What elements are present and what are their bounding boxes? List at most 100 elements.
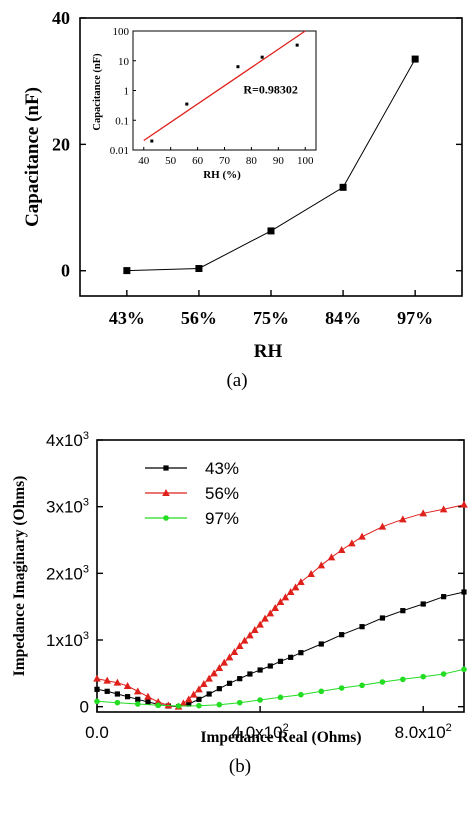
panel-b-x-tick-label: 8.0x102 [395, 722, 452, 742]
panel-b-data-point [460, 500, 468, 508]
panel-b-data-point [104, 688, 110, 694]
panel-b-data-point [440, 671, 447, 677]
panel-b-x-axis: 0.0 4.0x102 8.0x102 [85, 706, 452, 742]
panel-a: 0 20 40 43% 56% 75% 84% 97% Capacitance (nF) R… [22, 8, 463, 391]
panel-b-data-point [348, 539, 356, 547]
panel-b-data-point [286, 588, 295, 595]
panel-b-data-point [189, 690, 198, 698]
panel-b-data-point [200, 680, 208, 687]
panel-b-data-point [419, 509, 428, 517]
panel-b-y-tick-mantissa: 3x10 [46, 498, 83, 517]
inset-y-tick-label: 10 [118, 56, 130, 68]
panel-b-data-point [240, 636, 249, 644]
panel-b-x-tick-mantissa: 8.0x10 [395, 723, 446, 742]
panel-b-data-point [327, 553, 336, 561]
panel-a-y-tick-label: 0 [61, 261, 70, 281]
panel-b-data-point [179, 699, 188, 707]
panel-b-data-point [318, 641, 324, 647]
panel-b-data-point [276, 598, 285, 605]
legend-marker [163, 515, 169, 521]
panel-b-data-point [297, 578, 305, 585]
panel-a-x-tick-label: 75% [253, 308, 289, 328]
legend-label: 56% [205, 484, 239, 503]
panel-b-data-point [155, 702, 161, 709]
legend-entry: 43% [145, 459, 239, 478]
inset-x-tick-label: 50 [165, 155, 177, 167]
legend-entry: 97% [145, 509, 239, 528]
panel-b-data-point [288, 654, 294, 660]
panel-b-series-line [96, 504, 465, 708]
panel-b-data-point [461, 589, 467, 595]
inset-data-point [150, 139, 154, 143]
panel-b-data-point [226, 680, 233, 686]
inset-fit-label: R=0.98302 [243, 82, 298, 96]
panel-b-data-point [251, 626, 259, 633]
panel-b-data-point [400, 608, 406, 614]
panel-b-data-point [154, 698, 162, 705]
panel-b-data-point [359, 624, 365, 630]
panel-b-y-tick-label: 2x103 [46, 563, 89, 583]
panel-b-data-point [196, 702, 202, 709]
panel-b-data-point [235, 642, 244, 649]
panel-b-data-point [277, 694, 284, 701]
panel-b-data-point [277, 658, 284, 664]
panel-a-data-point [195, 265, 203, 273]
panel-b-data-point [267, 663, 273, 669]
panel-b-x-tick-exponent: 2 [283, 722, 289, 734]
panel-a-data-point [123, 267, 131, 275]
inset-x-tick-label: 100 [297, 155, 314, 167]
inset-data-point [236, 65, 240, 69]
panel-b-data-point [124, 694, 131, 700]
panel-a-x-tick-label: 43% [109, 308, 145, 328]
legend-entry: 56% [145, 484, 239, 503]
panel-a-x-tick-label: 84% [325, 308, 361, 328]
panel-b-data-point [134, 701, 141, 707]
panel-b-series-0 [94, 589, 467, 710]
legend-marker [163, 465, 169, 471]
panel-b-data-point [186, 701, 192, 707]
panel-b-data-point [400, 676, 406, 683]
inset-fit-line [143, 30, 306, 142]
panel-b-y-tick-mantissa: 0 [80, 698, 89, 717]
panel-b-data-point [461, 666, 467, 673]
panel-b-series-line [96, 668, 465, 707]
panel-a-series-points [123, 55, 419, 275]
inset-y-axis: 0.01 0.1 1 10 100 [110, 26, 136, 157]
panel-b-data-point [114, 699, 121, 706]
panel-b-data-point [135, 696, 141, 702]
panel-b-data-point [103, 676, 111, 684]
panel-a-x-tick-label: 56% [181, 308, 217, 328]
panel-b-data-point [358, 532, 366, 540]
panel-b-data-point [206, 691, 212, 697]
panel-b-data-point [359, 682, 365, 689]
panel-b-data-point [205, 674, 213, 682]
inset-y-tick-label: 100 [113, 26, 130, 38]
panel-b-y-tick-exponent: 3 [83, 430, 89, 442]
panel-b-data-point [257, 667, 263, 673]
panel-b-data-point [298, 650, 304, 656]
panel-b-x-tick-label: 4.0x102 [232, 722, 289, 742]
inset-frame [132, 30, 317, 151]
inset-data-point [295, 43, 299, 47]
panel-b-data-point [271, 604, 279, 611]
panel-b-data-point [210, 669, 218, 677]
panel-b-data-point [175, 703, 182, 709]
panel-b-data-point [237, 676, 243, 682]
panel-b-data-point [298, 691, 304, 698]
panel-b-data-point [145, 699, 151, 705]
panel-b-data-point [291, 583, 300, 591]
panel-b-data-point [123, 682, 132, 689]
inset-x-tick-label: 60 [192, 155, 204, 167]
inset-x-axis: 40 50 60 70 80 90 100 [138, 147, 314, 167]
inset-x-tick-label: 80 [246, 155, 258, 167]
panel-b-data-point [184, 695, 193, 703]
panel-b-y-tick-label: 1x103 [46, 630, 89, 650]
inset-points [150, 43, 299, 143]
panel-b-y-tick-mantissa: 1x10 [46, 631, 83, 650]
legend-marker [162, 489, 170, 496]
panel-b-data-point [420, 673, 427, 680]
panel-b-data-point [266, 609, 275, 617]
panel-b-data-point [93, 674, 101, 682]
